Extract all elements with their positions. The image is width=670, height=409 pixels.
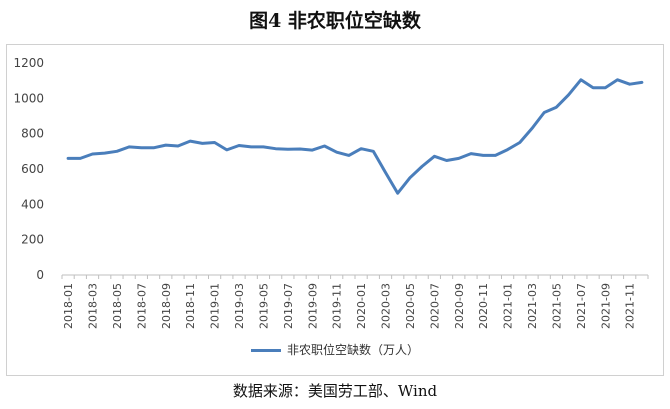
source-note: 数据来源：美国劳工部、Wind [232,382,438,400]
x-tick-label: 2019-05 [257,283,270,329]
x-tick-label: 2021-07 [575,283,588,329]
x-tick-label: 2021-09 [599,283,612,329]
x-tick-label: 2018-03 [87,283,100,329]
x-tick-label: 2019-07 [282,283,295,329]
legend: 非农职位空缺数（万人） [7,341,663,358]
x-tick-label: 2020-11 [477,283,490,329]
x-tick-label: 2019-11 [331,283,344,329]
x-tick-label: 2021-01 [502,283,515,329]
y-tick-label: 1000 [13,91,44,105]
x-tick-label: 2019-01 [209,283,222,329]
y-tick-label: 200 [21,233,44,247]
x-tick-label: 2020-05 [404,283,417,329]
x-tick-label: 2018-09 [160,283,173,329]
x-tick-label: 2021-03 [526,283,539,329]
y-tick-label: 1200 [13,56,44,70]
x-tick-label: 2020-07 [428,283,441,329]
x-tick-label: 2019-09 [306,283,319,329]
y-tick-label: 0 [36,268,44,282]
x-tick-label: 2018-11 [184,283,197,329]
x-tick-label: 2018-05 [111,283,124,329]
y-tick-label: 400 [21,197,44,211]
x-tick-label: 2020-01 [355,283,368,329]
x-tick-label: 2020-09 [453,283,466,329]
x-tick-label: 2021-05 [550,283,563,329]
x-tick-label: 2021-11 [624,283,637,329]
y-tick-label: 600 [21,162,44,176]
series-line [66,78,644,195]
chart-title: 图4 非农职位空缺数 [249,10,421,32]
x-tick-label: 2020-03 [380,283,393,329]
y-tick-label: 800 [21,127,44,141]
legend-swatch [250,349,281,352]
legend-label: 非农职位空缺数（万人） [286,343,419,357]
line-chart: 0 200 400 600 800 1000 1200 2018-01 2018-03 2018… [13,56,649,329]
x-tick-label: 2018-01 [62,283,75,329]
chart-area: 0 200 400 600 800 1000 1200 2018-01 2018-03 2018… [6,44,664,376]
x-tick-label: 2018-07 [135,283,148,329]
x-tick-label: 2019-03 [233,283,246,329]
